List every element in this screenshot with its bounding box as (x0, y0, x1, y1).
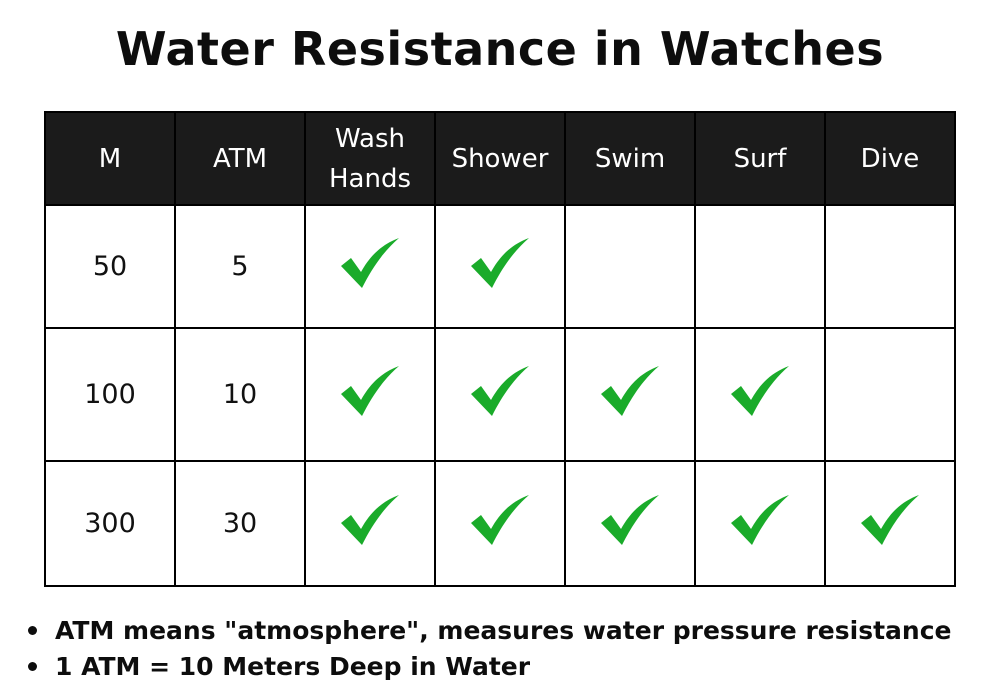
checkmark-icon (601, 366, 659, 416)
cell-m: 100 (44, 327, 176, 462)
checkmark-icon (341, 366, 399, 416)
header-wash-hands: Wash Hands (304, 111, 436, 206)
cell-activity (434, 327, 566, 462)
cell-activity (304, 204, 436, 329)
header-label: Surf (733, 143, 787, 174)
header-label: Wash (334, 123, 405, 154)
cell-activity (304, 460, 436, 587)
checkmark-icon (731, 366, 789, 416)
cell-atm: 30 (174, 460, 306, 587)
checkmark-icon (601, 495, 659, 545)
checkmark-icon (471, 495, 529, 545)
cell-activity (824, 204, 956, 329)
notes-list: ATM means "atmosphere", measures water p… (28, 612, 951, 684)
header-swim: Swim (564, 111, 696, 206)
checkmark-icon (471, 366, 529, 416)
cell-activity (434, 204, 566, 329)
header-label: Swim (594, 143, 666, 174)
bullet-icon (28, 661, 37, 671)
header-label: Hands (328, 163, 411, 194)
header-shower: Shower (434, 111, 566, 206)
checkmark-icon (341, 495, 399, 545)
table-row: 300 30 (44, 460, 956, 587)
header-label: Dive (860, 143, 920, 174)
cell-activity (564, 460, 696, 587)
header-label: ATM (212, 143, 268, 174)
cell-m: 300 (44, 460, 176, 587)
cell-activity (434, 460, 566, 587)
checkmark-icon (471, 238, 529, 288)
header-dive: Dive (824, 111, 956, 206)
header-m: M (44, 111, 176, 206)
header-label: M (98, 143, 122, 174)
note-item: ATM means "atmosphere", measures water p… (28, 612, 951, 648)
cell-activity (694, 327, 826, 462)
checkmark-icon (341, 238, 399, 288)
cell-activity (694, 204, 826, 329)
checkmark-icon (731, 495, 789, 545)
header-atm: ATM (174, 111, 306, 206)
header-label: Shower (451, 143, 549, 174)
page-title: Water Resistance in Watches (115, 22, 885, 76)
checkmark-icon (861, 495, 919, 545)
cell-atm: 5 (174, 204, 306, 329)
cell-activity (304, 327, 436, 462)
note-item: 1 ATM = 10 Meters Deep in Water (28, 648, 951, 684)
cell-activity (694, 460, 826, 587)
cell-atm: 10 (174, 327, 306, 462)
cell-activity (564, 204, 696, 329)
table-row: 50 5 (44, 204, 956, 329)
header-surf: Surf (694, 111, 826, 206)
cell-activity (824, 327, 956, 462)
header-row: M ATM Wash Hands Shower Swim Surf Dive (44, 111, 956, 206)
note-text: ATM means "atmosphere", measures water p… (55, 615, 952, 645)
bullet-icon (28, 625, 37, 635)
cell-m: 50 (44, 204, 176, 329)
note-text: 1 ATM = 10 Meters Deep in Water (55, 651, 531, 681)
water-resistance-table: M ATM Wash Hands Shower Swim Surf Dive 50… (44, 111, 956, 587)
cell-activity (824, 460, 956, 587)
table-row: 100 10 (44, 327, 956, 462)
cell-activity (564, 327, 696, 462)
